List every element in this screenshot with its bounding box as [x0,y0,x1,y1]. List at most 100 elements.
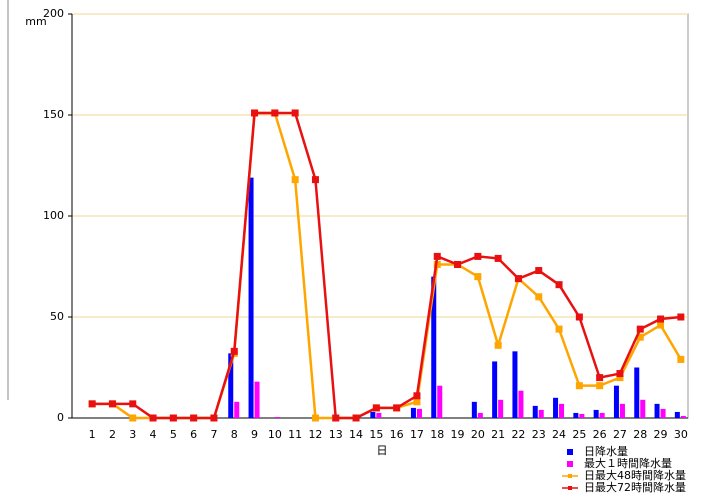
x-tick-label: 11 [288,428,302,441]
point [433,252,441,260]
point [596,382,604,390]
x-tick-label: 16 [390,428,404,441]
point [332,414,340,422]
x-tick-label: 7 [210,428,217,441]
bar [660,408,666,418]
bar [492,361,498,418]
point [169,414,177,422]
point [88,400,96,408]
y-unit: mm [25,15,46,28]
x-tick-label: 25 [572,428,586,441]
x-tick-label: 10 [268,428,282,441]
bar [640,399,646,418]
legend-label: 日降水量 [584,444,628,458]
point [555,325,563,333]
point [210,414,218,422]
point [291,176,299,184]
legend-label: 日最大48時間降水量 [584,468,686,482]
x-tick-label: 13 [329,428,343,441]
x-tick-label: 18 [430,428,444,441]
x-tick-label: 2 [109,428,116,441]
point [190,414,198,422]
legend-swatch [568,474,572,478]
x-tick-label: 12 [308,428,322,441]
x-tick-label: 17 [410,428,424,441]
bar [532,405,538,418]
bar [654,403,660,418]
x-tick-label: 15 [369,428,383,441]
point [657,315,665,323]
bar [410,407,416,418]
bar [579,413,585,418]
y-tick-label: 150 [43,108,64,121]
bar [512,351,518,418]
x-tick-label: 27 [613,428,627,441]
point [474,273,482,281]
x-tick-label: 24 [552,428,566,441]
bar [471,401,477,418]
point [413,392,421,400]
x-tick-label: 28 [633,428,647,441]
point [494,254,502,262]
point [372,404,380,412]
x-tick-label: 9 [251,428,258,441]
point [311,176,319,184]
point [230,347,238,355]
x-tick-label: 21 [491,428,505,441]
bar [619,403,625,418]
point [129,414,137,422]
point [271,109,279,117]
y-tick-label: 100 [43,209,64,222]
x-axis-label: 日 [377,444,388,457]
point [129,400,137,408]
point [616,374,624,382]
bar [254,381,260,418]
x-tick-label: 3 [129,428,136,441]
x-tick-label: 14 [349,428,363,441]
bar [228,353,234,418]
x-tick-label: 22 [511,428,525,441]
bar [437,385,443,418]
x-tick-label: 20 [471,428,485,441]
point [555,281,563,289]
point [657,321,665,329]
point [636,325,644,333]
bar [680,415,686,418]
x-tick-label: 26 [593,428,607,441]
point [616,370,624,378]
point [596,374,604,382]
bar [599,412,605,418]
point [251,109,259,117]
x-tick-label: 23 [532,428,546,441]
legend-label: 最大１時間降水量 [584,456,672,470]
point [636,333,644,341]
x-tick-label: 29 [654,428,668,441]
point [413,398,421,406]
bar [593,409,599,418]
bar [370,411,376,418]
bar [634,367,640,418]
bar [477,412,483,418]
bar [431,276,437,418]
x-tick-label: 6 [190,428,197,441]
point [108,400,116,408]
bar [538,409,544,418]
point [535,267,543,275]
bar [234,401,240,418]
x-tick-label: 30 [674,428,688,441]
bar [376,412,382,418]
bar [416,408,422,418]
bar [674,411,680,418]
bar [559,403,565,418]
bar [274,416,280,418]
bar [518,390,524,418]
legend-swatch [568,486,572,490]
bar [613,385,619,418]
x-tick-label: 8 [231,428,238,441]
x-tick-label: 5 [170,428,177,441]
bar [573,412,579,418]
point [677,313,685,321]
bar [553,397,559,418]
y-tick-label: 200 [43,7,64,20]
